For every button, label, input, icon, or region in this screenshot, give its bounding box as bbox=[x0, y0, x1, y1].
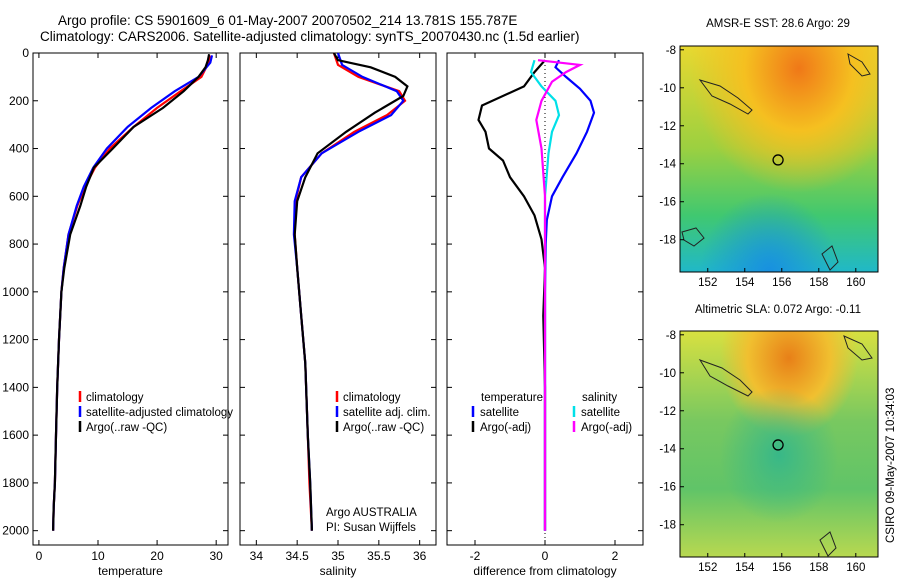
x-axis-label: salinity bbox=[320, 564, 357, 578]
argo-location-marker bbox=[772, 439, 784, 451]
x-tick-label: 152 bbox=[698, 562, 717, 574]
y-tick-label: -12 bbox=[659, 121, 676, 133]
x-tick-label: 156 bbox=[772, 562, 791, 574]
y-tick-label: -16 bbox=[659, 482, 676, 494]
x-tick-label: 2 bbox=[612, 549, 619, 563]
series-line-argo-raw-qc- bbox=[52, 53, 211, 531]
x-axis-label: difference from climatology bbox=[473, 564, 616, 578]
y-tick-label: -18 bbox=[659, 520, 676, 532]
sla-map-title: Altimetric SLA: 0.072 Argo: -0.11 bbox=[695, 304, 861, 316]
y-tick-label: -14 bbox=[659, 444, 676, 456]
sla-map bbox=[680, 331, 878, 557]
y-tick-label: -16 bbox=[659, 197, 676, 209]
x-tick-label: 152 bbox=[698, 277, 717, 289]
legend-label: satellite-adjusted climatology bbox=[86, 407, 233, 419]
y-tick-label: 1200 bbox=[2, 333, 29, 347]
sla-coastlines bbox=[698, 335, 873, 557]
x-tick-label: 34 bbox=[250, 549, 264, 563]
x-tick-label: 158 bbox=[809, 562, 828, 574]
profile-panel-1: 0 10 20 30 0 200 400 600 800 1000 1200 1400 1600 1800… bbox=[2, 46, 233, 578]
sst-map-axes: 152 154 156 158 160 -8 -10 -12 -14 -16 -18 bbox=[659, 45, 879, 289]
series-line-argo-raw-qc- bbox=[293, 52, 409, 531]
plot-frame bbox=[239, 52, 437, 546]
y-tick-label: -10 bbox=[659, 368, 676, 380]
legend-label: Argo(..raw -QC) bbox=[343, 422, 424, 434]
x-tick-label: 10 bbox=[91, 549, 105, 563]
x-tick-label: 158 bbox=[809, 277, 828, 289]
sst-map-title: AMSR-E SST: 28.6 Argo: 29 bbox=[706, 18, 850, 30]
legend-label: Argo(..raw -QC) bbox=[86, 422, 167, 434]
y-tick-label: 1600 bbox=[2, 428, 29, 442]
legend-label: satellite adj. clim. bbox=[343, 407, 431, 419]
plot-frame bbox=[32, 52, 229, 546]
x-tick-label: 160 bbox=[846, 277, 865, 289]
sst-map bbox=[680, 46, 878, 272]
legend-label: climatology bbox=[343, 392, 401, 404]
legend-label: satellite bbox=[480, 407, 519, 419]
y-tick-label: 600 bbox=[9, 189, 29, 203]
chart-title-line1: Argo profile: CS 5901609_6 01-May-2007 2… bbox=[58, 13, 518, 28]
y-tick-label: 400 bbox=[9, 142, 29, 156]
x-tick-label: -2 bbox=[470, 549, 481, 563]
y-tick-label: 1000 bbox=[2, 285, 29, 299]
x-tick-label: 35.5 bbox=[367, 549, 391, 563]
legend-label: Argo(-adj) bbox=[581, 422, 632, 434]
profile-panel-2: 34 34.5 35 35.5 36 salinity climatology satelli… bbox=[239, 52, 437, 578]
x-tick-label: 20 bbox=[150, 549, 164, 563]
y-tick-label: -14 bbox=[659, 159, 676, 171]
x-axis-label: temperature bbox=[98, 564, 163, 578]
y-tick-label: -8 bbox=[666, 330, 676, 342]
y-tick-label: 1800 bbox=[2, 476, 29, 490]
annotation-text: PI: Susan Wijffels bbox=[326, 522, 416, 534]
y-tick-label: 200 bbox=[9, 94, 29, 108]
annotation-text: Argo AUSTRALIA bbox=[326, 507, 417, 519]
x-tick-label: 34.5 bbox=[285, 549, 309, 563]
chart-title-line2: Climatology: CARS2006. Satellite-adjuste… bbox=[40, 29, 580, 44]
x-tick-label: 154 bbox=[735, 562, 755, 574]
x-tick-label: 0 bbox=[36, 549, 43, 563]
series-line-salinity-argo-adj- bbox=[535, 59, 584, 531]
x-tick-label: 0 bbox=[542, 549, 549, 563]
sla-map-axes: 152 154 156 158 160 -8 -10 -12 -14 -16 -18 bbox=[659, 330, 879, 574]
legend-label: climatology bbox=[86, 392, 144, 404]
x-tick-label: 36 bbox=[413, 549, 427, 563]
y-tick-label: -12 bbox=[659, 406, 676, 418]
x-tick-label: 30 bbox=[210, 549, 224, 563]
y-tick-label: 1400 bbox=[2, 380, 29, 394]
y-tick-label: -18 bbox=[659, 235, 676, 247]
argo-location-marker bbox=[772, 154, 784, 166]
sst-coastlines bbox=[681, 53, 871, 271]
x-tick-label: 35 bbox=[331, 549, 345, 563]
map-frame bbox=[679, 45, 879, 273]
x-tick-label: 156 bbox=[772, 277, 791, 289]
legend-heading: salinity bbox=[582, 392, 617, 404]
y-tick-label: -10 bbox=[659, 83, 676, 95]
y-tick-label: 0 bbox=[22, 46, 29, 60]
y-tick-label: -8 bbox=[666, 45, 676, 57]
series-line-temperature-argo-adj- bbox=[477, 59, 547, 531]
map-frame bbox=[679, 330, 879, 558]
legend-label: Argo(-adj) bbox=[480, 422, 531, 434]
x-tick-label: 160 bbox=[846, 562, 865, 574]
y-tick-label: 2000 bbox=[2, 524, 29, 538]
y-tick-label: 800 bbox=[9, 237, 29, 251]
legend-label: satellite bbox=[581, 407, 620, 419]
x-tick-label: 154 bbox=[735, 277, 755, 289]
legend-heading: temperature bbox=[481, 392, 543, 404]
